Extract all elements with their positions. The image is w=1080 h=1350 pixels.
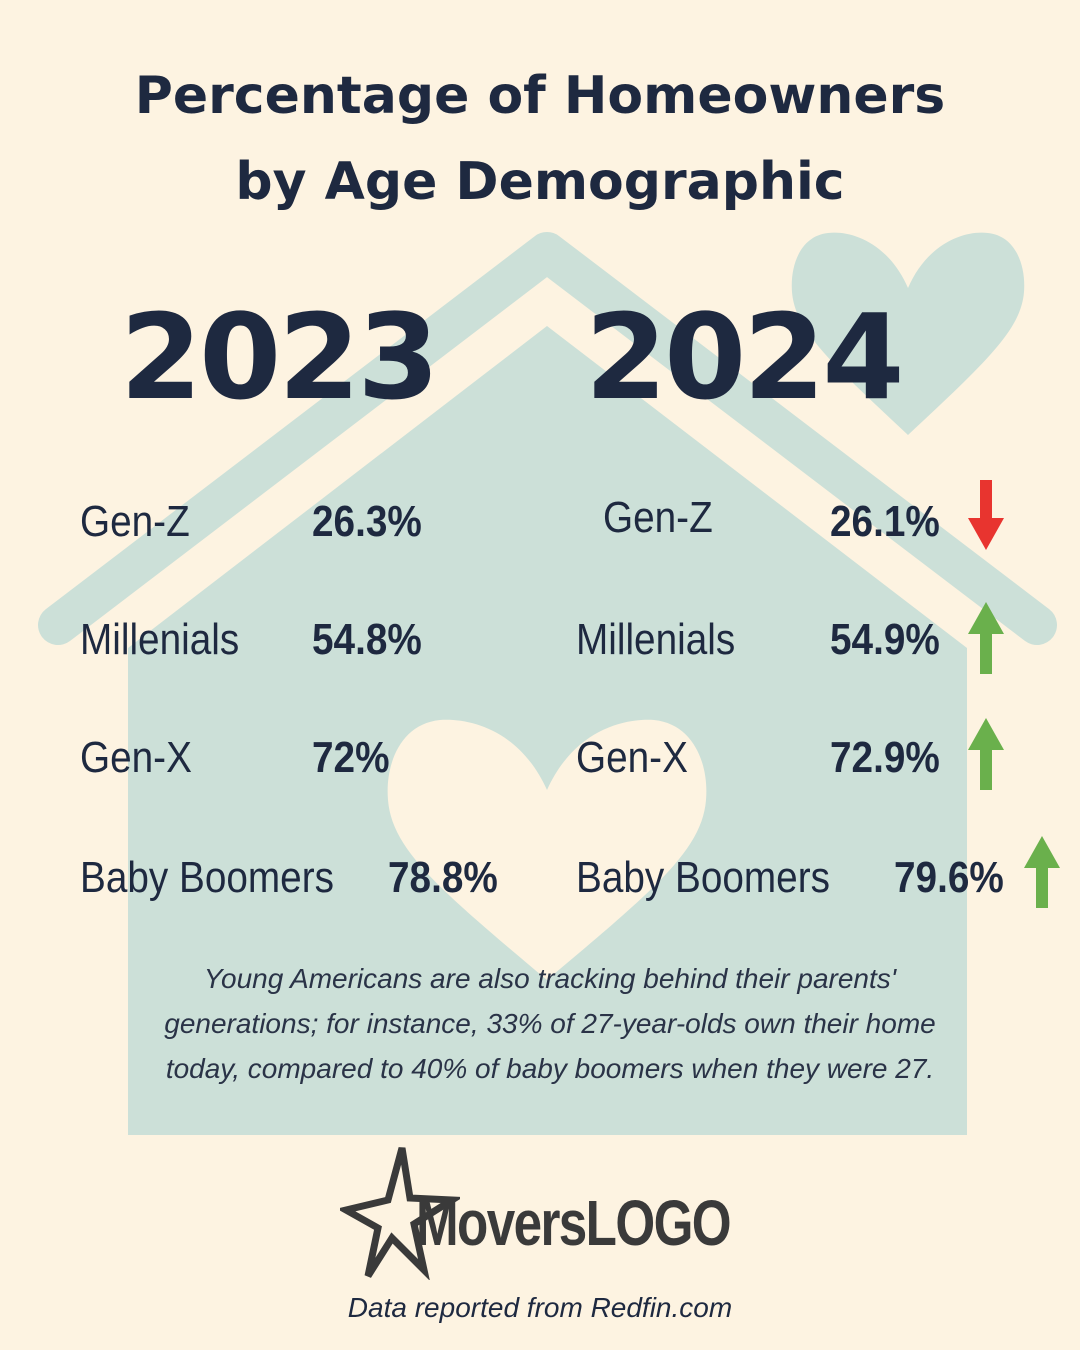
baby-boomers-label-2024: Baby Boomers (576, 853, 830, 902)
millenials-label-2024: Millenials (576, 615, 736, 664)
millenials-value-2023: 54.8% (312, 615, 422, 664)
gen-z-label-2023: Gen-Z (80, 497, 190, 546)
gen-z-value-2023: 26.3% (312, 497, 422, 546)
star-icon (340, 1147, 460, 1280)
footnote-line-1: Young Americans are also tracking behind… (203, 963, 897, 994)
house-body-icon (128, 326, 967, 1135)
footnote-line-3: today, compared to 40% of baby boomers w… (165, 1053, 935, 1084)
baby-boomers-value-2024: 79.6% (894, 853, 1004, 902)
baby-boomers-value-2023: 78.8% (388, 853, 498, 902)
gen-x-label-2023: Gen-X (80, 733, 192, 782)
millenials-label-2023: Millenials (80, 615, 240, 664)
heart-cutout-icon (387, 719, 707, 980)
house-roof-icon (38, 232, 1057, 645)
source-credit: Data reported from Redfin.com (347, 1292, 733, 1323)
arrow-up-icon (1024, 836, 1060, 908)
page-title-line-1: Percentage of Homeowners (134, 66, 946, 126)
arrow-down-icon (968, 480, 1004, 550)
gen-z-label-2024: Gen-Z (603, 493, 713, 542)
logo-text: MoversLOGO (416, 1187, 732, 1259)
arrow-up-icon (968, 602, 1004, 674)
footnote-line-2: generations; for instance, 33% of 27-yea… (164, 1008, 936, 1039)
company-logo: MoversLOGO (340, 1140, 760, 1280)
page-title-line-2: by Age Demographic (235, 152, 845, 212)
gen-x-value-2023: 72% (312, 733, 390, 782)
gen-x-label-2024: Gen-X (576, 733, 688, 782)
gen-x-value-2024: 72.9% (830, 733, 940, 782)
heart-icon (791, 232, 1025, 435)
year-heading-2024: 2024 (585, 288, 904, 426)
baby-boomers-label-2023: Baby Boomers (80, 853, 334, 902)
millenials-value-2024: 54.9% (830, 615, 940, 664)
footnote: Young Americans are also tracking behind… (150, 956, 950, 1091)
arrow-up-icon (968, 718, 1004, 790)
gen-z-value-2024: 26.1% (830, 497, 940, 546)
year-heading-2023: 2023 (120, 288, 439, 426)
